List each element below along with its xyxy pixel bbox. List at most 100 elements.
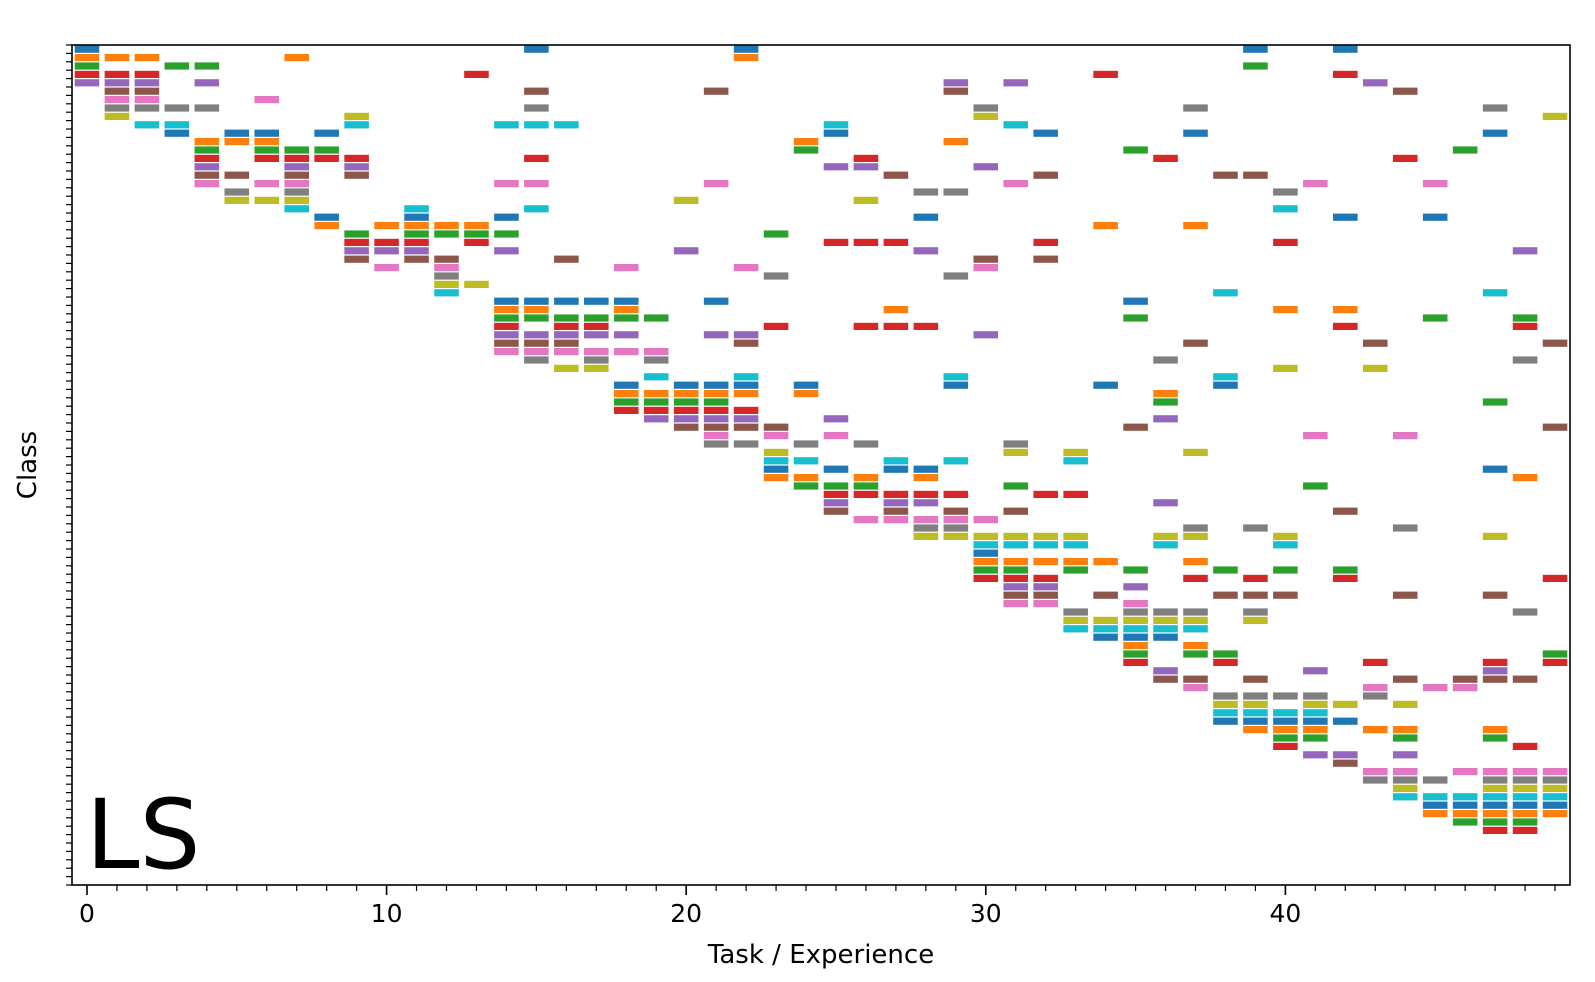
class-cell-task41-class77 — [1303, 692, 1328, 700]
class-cell-task33-class53 — [1063, 490, 1088, 498]
class-cell-task31-class65 — [1003, 591, 1029, 599]
class-cell-task2-class4 — [134, 79, 160, 87]
class-cell-task47-class88 — [1482, 784, 1508, 792]
class-cell-task20-class45 — [673, 423, 699, 431]
class-cell-task40-class83 — [1273, 742, 1298, 750]
class-cell-task44-class81 — [1392, 726, 1418, 734]
class-cell-task23-class49 — [763, 457, 789, 465]
class-cell-task48-class75 — [1512, 675, 1538, 683]
class-cell-task14-class31 — [494, 306, 519, 314]
class-cell-task38-class40 — [1213, 381, 1238, 389]
class-cell-task35-class12 — [1123, 146, 1148, 154]
class-cell-task7-class17 — [284, 188, 309, 196]
class-cell-task24-class52 — [793, 482, 819, 490]
class-cell-task34-class69 — [1093, 625, 1118, 633]
class-cell-task17-class38 — [584, 364, 609, 372]
class-cell-task30-class58 — [973, 532, 999, 540]
class-cell-task25-class54 — [823, 499, 849, 507]
class-cell-task25-class9 — [823, 121, 849, 129]
class-cell-task22-class45 — [733, 423, 759, 431]
class-cell-task48-class87 — [1512, 776, 1538, 784]
class-cell-task39-class75 — [1243, 675, 1268, 683]
class-cell-task42-class31 — [1333, 306, 1358, 314]
class-cell-task32-class25 — [1033, 255, 1058, 263]
class-cell-task13-class23 — [464, 238, 489, 246]
class-cell-task47-class75 — [1482, 675, 1508, 683]
class-cell-task35-class62 — [1123, 566, 1148, 574]
class-cell-task37-class21 — [1183, 222, 1208, 230]
class-cell-task14-class32 — [494, 314, 519, 322]
class-cell-task17-class37 — [584, 356, 609, 364]
class-cell-task15-class13 — [524, 154, 549, 162]
class-cell-task34-class40 — [1093, 381, 1118, 389]
class-cell-task44-class88 — [1392, 784, 1418, 792]
class-cell-task16-class33 — [554, 322, 579, 330]
class-cell-task9-class25 — [344, 255, 369, 263]
class-cell-task48-class89 — [1512, 793, 1538, 801]
class-cell-task42-class78 — [1333, 700, 1358, 708]
class-cell-task36-class44 — [1153, 415, 1178, 423]
class-cell-task36-class70 — [1153, 633, 1178, 641]
class-cell-task11-class22 — [404, 230, 429, 238]
class-cell-task12-class22 — [434, 230, 459, 238]
class-cell-task26-class33 — [853, 322, 879, 330]
class-cell-task38-class78 — [1213, 700, 1238, 708]
class-cell-task29-class17 — [943, 188, 969, 196]
class-cell-task40-class80 — [1273, 717, 1298, 725]
class-cell-task33-class58 — [1063, 532, 1088, 540]
class-cell-task26-class56 — [853, 516, 879, 524]
class-cell-task27-class53 — [883, 490, 909, 498]
class-cell-task35-class32 — [1123, 314, 1148, 322]
class-cell-task22-class1 — [733, 54, 759, 62]
class-cell-task21-class5 — [703, 87, 729, 95]
class-cell-task38-class29 — [1213, 289, 1238, 297]
class-cell-task24-class49 — [793, 457, 819, 465]
class-cell-task47-class87 — [1482, 776, 1508, 784]
class-cell-task30-class25 — [973, 255, 999, 263]
class-cell-task39-class78 — [1243, 700, 1268, 708]
class-cell-task18-class42 — [613, 398, 639, 406]
class-cell-task43-class73 — [1362, 658, 1388, 666]
class-cell-task5-class10 — [224, 129, 250, 137]
class-cell-task47-class73 — [1482, 658, 1508, 666]
class-cell-task24-class11 — [793, 138, 819, 146]
class-cell-task44-class46 — [1392, 432, 1418, 440]
class-cell-task29-class56 — [943, 516, 969, 524]
class-cell-task22-class26 — [733, 264, 759, 272]
class-cell-task39-class2 — [1243, 62, 1268, 70]
class-cell-task24-class41 — [793, 390, 819, 398]
class-cell-task40-class65 — [1273, 591, 1298, 599]
class-cell-task22-class39 — [733, 373, 759, 381]
class-cell-task33-class48 — [1063, 448, 1088, 456]
class-cell-task18-class36 — [613, 348, 639, 356]
class-cell-task40-class82 — [1273, 734, 1298, 742]
class-cell-task31-class66 — [1003, 600, 1029, 608]
class-cell-task15-class9 — [524, 121, 549, 129]
class-cell-task25-class52 — [823, 482, 849, 490]
class-cell-task31-class4 — [1003, 79, 1029, 87]
class-cell-task40-class38 — [1273, 364, 1298, 372]
x-axis-label: Task / Experience — [707, 940, 934, 970]
class-cell-task41-class81 — [1303, 726, 1328, 734]
class-cell-task49-class86 — [1542, 768, 1568, 776]
class-cell-task32-class23 — [1033, 238, 1058, 246]
class-cell-task12-class25 — [434, 255, 459, 263]
class-cell-task47-class7 — [1482, 104, 1508, 112]
class-cell-task23-class45 — [763, 423, 789, 431]
class-cell-task35-class67 — [1123, 608, 1148, 616]
class-cell-task35-class66 — [1123, 600, 1148, 608]
class-cell-task48-class90 — [1512, 801, 1538, 809]
class-cell-task35-class64 — [1123, 583, 1148, 591]
class-cell-task29-class57 — [943, 524, 969, 532]
class-cell-task14-class20 — [494, 213, 519, 221]
class-cell-task26-class18 — [853, 196, 879, 204]
class-cell-task41-class84 — [1303, 751, 1328, 759]
class-cell-task19-class42 — [643, 398, 669, 406]
class-cell-task32-class10 — [1033, 129, 1058, 137]
class-cell-task27-class49 — [883, 457, 909, 465]
class-cell-task47-class58 — [1482, 532, 1508, 540]
class-cell-task1-class8 — [104, 112, 130, 120]
class-cell-task37-class68 — [1183, 616, 1208, 624]
class-cell-task15-class19 — [524, 205, 549, 213]
class-cell-task45-class20 — [1422, 213, 1448, 221]
